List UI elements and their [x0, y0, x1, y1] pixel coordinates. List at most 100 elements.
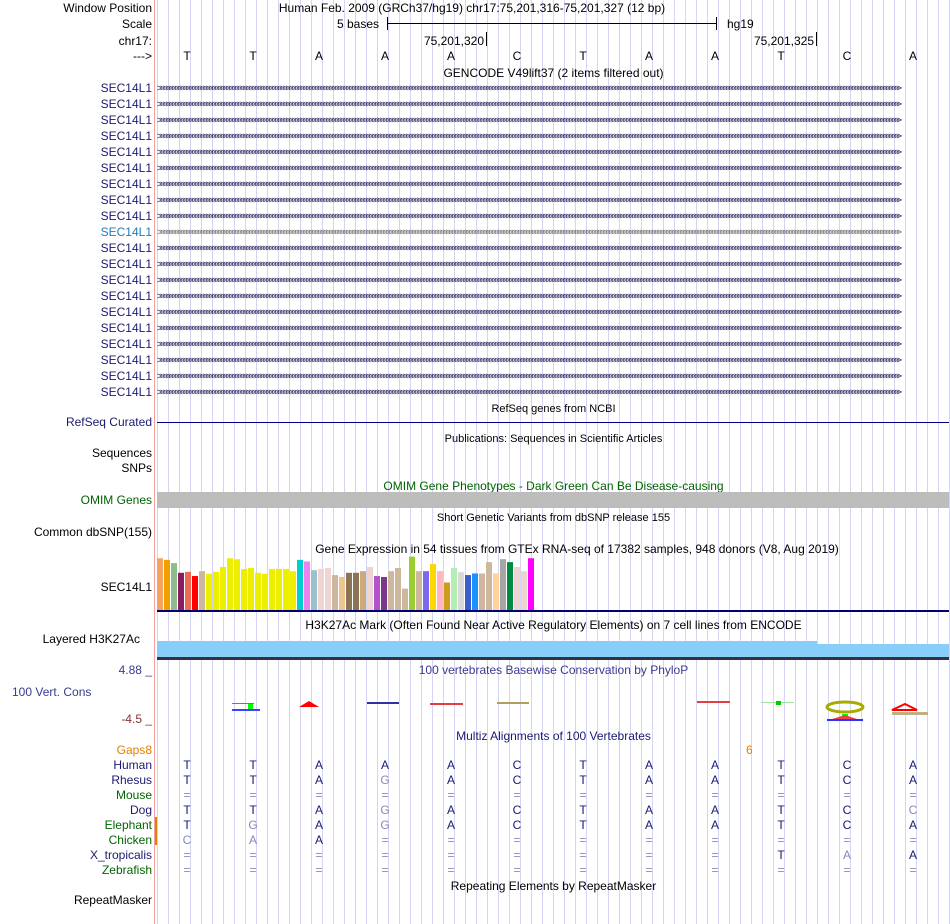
gene-model[interactable]: >>>>>>>>>>>>>>>>>>>>>>>>>>>>>>>>>>>>>>>>…: [157, 243, 902, 253]
snps-label[interactable]: SNPs: [121, 461, 152, 475]
gene-model[interactable]: >>>>>>>>>>>>>>>>>>>>>>>>>>>>>>>>>>>>>>>>…: [157, 291, 902, 301]
gtex-bar[interactable]: [360, 571, 366, 610]
gtex-bar[interactable]: [304, 561, 310, 610]
gtex-bar[interactable]: [353, 572, 359, 610]
gtex-bar[interactable]: [521, 571, 527, 610]
gene-label[interactable]: SEC14L1: [100, 81, 152, 95]
gene-model[interactable]: >>>>>>>>>>>>>>>>>>>>>>>>>>>>>>>>>>>>>>>>…: [157, 307, 902, 317]
gtex-bar[interactable]: [409, 556, 415, 610]
gtex-bar[interactable]: [157, 558, 163, 610]
phylop-label[interactable]: 100 Vert. Cons: [12, 685, 92, 699]
species-label[interactable]: Rhesus: [111, 773, 152, 787]
gtex-bar[interactable]: [507, 562, 513, 610]
gtex-bar[interactable]: [493, 573, 499, 610]
gtex-bar[interactable]: [297, 559, 303, 610]
gtex-label[interactable]: SEC14L1: [100, 580, 152, 594]
gtex-bar[interactable]: [269, 568, 275, 610]
gene-model[interactable]: >>>>>>>>>>>>>>>>>>>>>>>>>>>>>>>>>>>>>>>>…: [157, 387, 902, 397]
species-label[interactable]: Mouse: [115, 788, 152, 802]
gene-label[interactable]: SEC14L1: [100, 369, 152, 383]
gtex-bar[interactable]: [178, 572, 184, 610]
gtex-bar[interactable]: [528, 558, 534, 610]
gene-label[interactable]: SEC14L1: [100, 337, 152, 351]
gene-model[interactable]: >>>>>>>>>>>>>>>>>>>>>>>>>>>>>>>>>>>>>>>>…: [157, 195, 902, 205]
gene-label[interactable]: SEC14L1: [100, 97, 152, 111]
gene-label[interactable]: SEC14L1: [100, 145, 152, 159]
gene-label[interactable]: SEC14L1: [100, 257, 152, 271]
gtex-bar[interactable]: [514, 566, 520, 610]
gtex-bar[interactable]: [185, 571, 191, 610]
gtex-bar[interactable]: [381, 577, 387, 610]
gtex-bar[interactable]: [402, 588, 408, 610]
gene-label[interactable]: SEC14L1: [100, 321, 152, 335]
omim-bar[interactable]: [157, 492, 949, 508]
species-label[interactable]: Elephant: [104, 818, 152, 832]
gtex-bar[interactable]: [339, 577, 345, 610]
dbsnp-label[interactable]: Common dbSNP(155): [33, 525, 152, 539]
gene-model[interactable]: >>>>>>>>>>>>>>>>>>>>>>>>>>>>>>>>>>>>>>>>…: [157, 323, 902, 333]
repeatmasker-label[interactable]: RepeatMasker: [73, 893, 152, 907]
gtex-bar-chart[interactable]: [155, 555, 555, 613]
gene-model[interactable]: >>>>>>>>>>>>>>>>>>>>>>>>>>>>>>>>>>>>>>>>…: [157, 131, 902, 141]
species-label[interactable]: Zebrafish: [101, 863, 152, 877]
gtex-bar[interactable]: [458, 572, 464, 610]
gtex-bar[interactable]: [472, 573, 478, 610]
gtex-bar[interactable]: [213, 571, 219, 610]
gtex-bar[interactable]: [437, 571, 443, 610]
gtex-bar[interactable]: [248, 567, 254, 610]
gtex-bar[interactable]: [423, 571, 429, 610]
refseq-label[interactable]: RefSeq Curated: [65, 415, 152, 429]
h3k27ac-signal[interactable]: [157, 641, 817, 657]
gene-label[interactable]: SEC14L1: [100, 225, 152, 239]
gtex-bar[interactable]: [374, 576, 380, 610]
gtex-bar[interactable]: [318, 568, 324, 610]
h3k27ac-label[interactable]: Layered H3K27Ac: [42, 632, 140, 646]
gtex-bar[interactable]: [486, 562, 492, 610]
gtex-bar[interactable]: [479, 573, 485, 610]
gene-model[interactable]: >>>>>>>>>>>>>>>>>>>>>>>>>>>>>>>>>>>>>>>>…: [157, 355, 902, 365]
gtex-bar[interactable]: [451, 567, 457, 610]
gene-model[interactable]: >>>>>>>>>>>>>>>>>>>>>>>>>>>>>>>>>>>>>>>>…: [157, 83, 902, 93]
gene-model[interactable]: >>>>>>>>>>>>>>>>>>>>>>>>>>>>>>>>>>>>>>>>…: [157, 371, 902, 381]
species-label[interactable]: X_tropicalis: [89, 848, 152, 862]
gene-label[interactable]: SEC14L1: [100, 241, 152, 255]
gtex-bar[interactable]: [346, 572, 352, 610]
gene-label[interactable]: SEC14L1: [100, 161, 152, 175]
gtex-bar[interactable]: [255, 572, 261, 610]
gtex-bar[interactable]: [220, 566, 226, 610]
gene-model[interactable]: >>>>>>>>>>>>>>>>>>>>>>>>>>>>>>>>>>>>>>>>…: [157, 227, 902, 237]
gtex-bar[interactable]: [430, 564, 436, 610]
gene-model[interactable]: >>>>>>>>>>>>>>>>>>>>>>>>>>>>>>>>>>>>>>>>…: [157, 259, 902, 269]
omim-label[interactable]: OMIM Genes: [80, 493, 152, 507]
refseq-line[interactable]: [157, 422, 949, 423]
gene-model[interactable]: >>>>>>>>>>>>>>>>>>>>>>>>>>>>>>>>>>>>>>>>…: [157, 115, 902, 125]
gene-label[interactable]: SEC14L1: [100, 209, 152, 223]
gene-model[interactable]: >>>>>>>>>>>>>>>>>>>>>>>>>>>>>>>>>>>>>>>>…: [157, 99, 902, 109]
gtex-bar[interactable]: [227, 558, 233, 610]
gene-label[interactable]: SEC14L1: [100, 129, 152, 143]
gtex-bar[interactable]: [206, 573, 212, 610]
sequences-label[interactable]: Sequences: [91, 446, 152, 460]
gtex-bar[interactable]: [171, 563, 177, 610]
gtex-bar[interactable]: [192, 576, 198, 610]
gene-label[interactable]: SEC14L1: [100, 289, 152, 303]
species-label[interactable]: Dog: [129, 803, 152, 817]
species-label[interactable]: Chicken: [108, 833, 152, 847]
gtex-bar[interactable]: [311, 570, 317, 610]
gene-label[interactable]: SEC14L1: [100, 177, 152, 191]
gtex-bar[interactable]: [283, 568, 289, 610]
gtex-bar[interactable]: [262, 573, 268, 610]
gene-label[interactable]: SEC14L1: [100, 193, 152, 207]
gtex-bar[interactable]: [500, 559, 506, 610]
gene-model[interactable]: >>>>>>>>>>>>>>>>>>>>>>>>>>>>>>>>>>>>>>>>…: [157, 163, 902, 173]
gtex-bar[interactable]: [325, 567, 331, 610]
gene-label[interactable]: SEC14L1: [100, 385, 152, 399]
gtex-bar[interactable]: [290, 571, 296, 610]
gene-model[interactable]: >>>>>>>>>>>>>>>>>>>>>>>>>>>>>>>>>>>>>>>>…: [157, 179, 902, 189]
gene-label[interactable]: SEC14L1: [100, 353, 152, 367]
gtex-bar[interactable]: [332, 575, 338, 610]
gene-label[interactable]: SEC14L1: [100, 305, 152, 319]
gtex-bar[interactable]: [164, 559, 170, 610]
gene-label[interactable]: SEC14L1: [100, 113, 152, 127]
gtex-bar[interactable]: [465, 575, 471, 610]
